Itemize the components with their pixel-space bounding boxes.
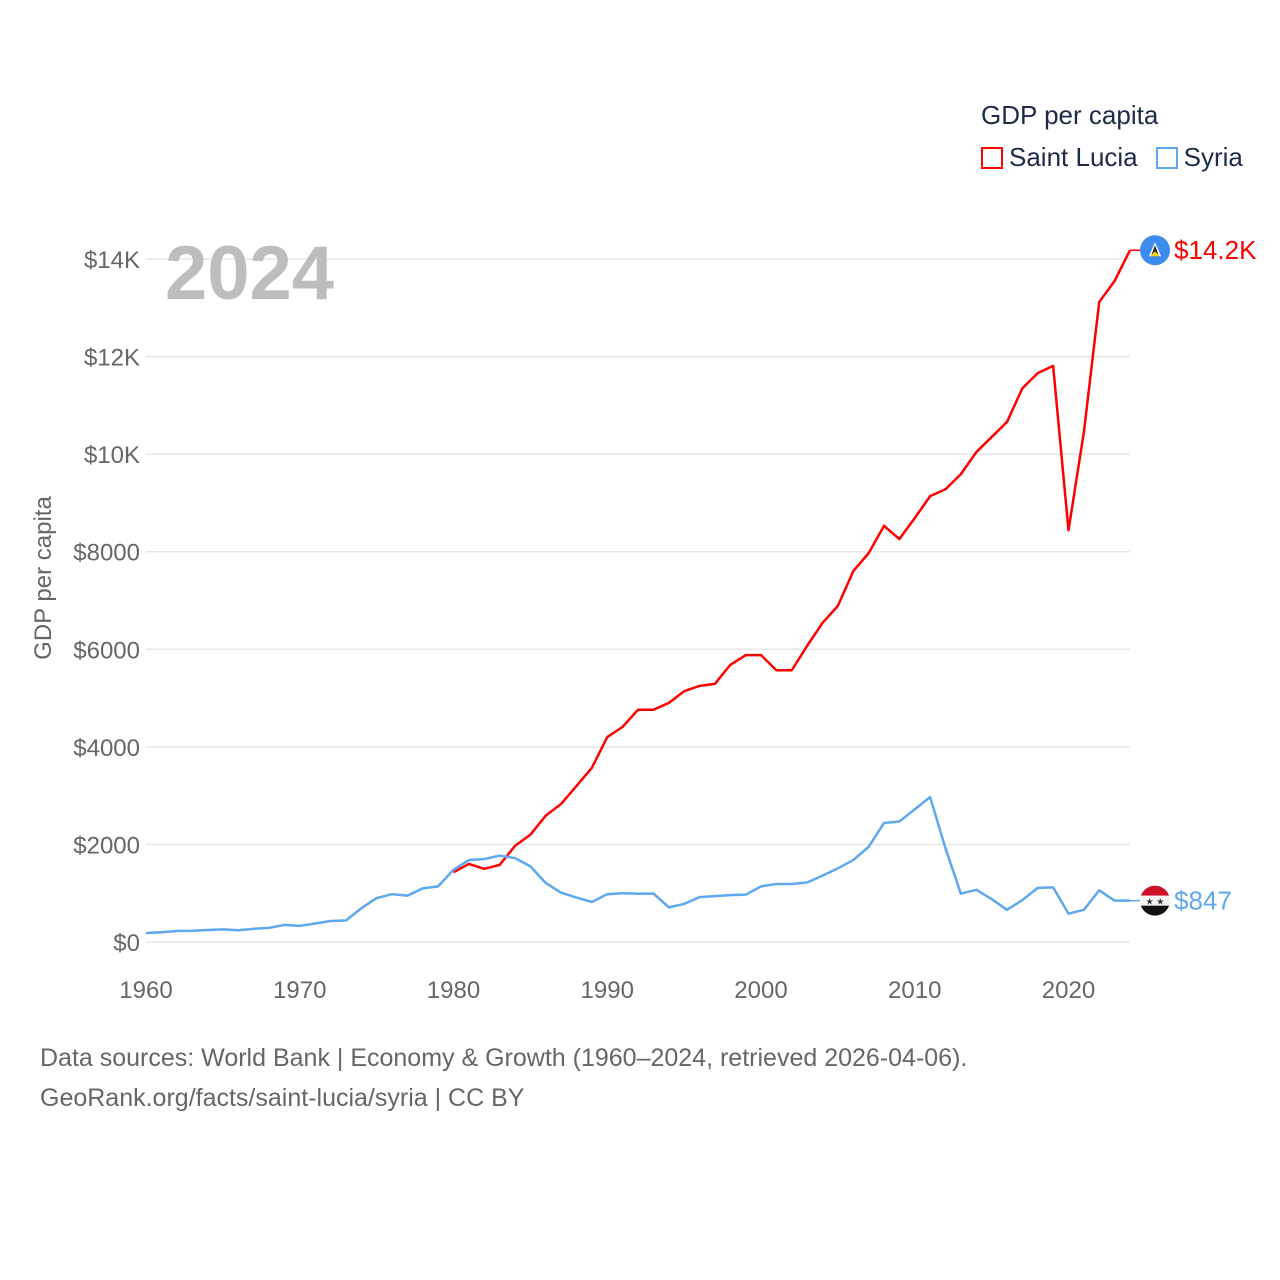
x-tick-label: 1960: [119, 977, 172, 1004]
x-tick-label: 1970: [273, 977, 326, 1004]
flag-stripe-black: [1140, 905, 1170, 916]
flag-stars: ★ ★: [1146, 897, 1165, 907]
legend-swatch: [981, 146, 1003, 169]
flag-stripe-red: [1140, 885, 1170, 896]
legend-swatch: [1155, 146, 1178, 169]
x-tick-label: 1990: [581, 977, 634, 1004]
y-tick-label: $12K: [84, 345, 140, 372]
flag-stripe-white: [1140, 895, 1170, 906]
x-tick-label: 2000: [734, 977, 787, 1004]
y-tick-label: $10K: [84, 442, 140, 469]
series-line-saint-lucia: [452, 249, 1132, 874]
y-tick-label: $2000: [73, 832, 140, 859]
footer-attribution: GeoRank.org/facts/saint-lucia/syria | CC…: [40, 1084, 525, 1112]
x-tick-label: 1980: [427, 977, 480, 1004]
x-tick-label: 2020: [1042, 977, 1095, 1004]
y-tick-label: $8000: [73, 540, 140, 567]
legend-label: Syria: [1183, 142, 1243, 172]
saint-lucia-flag-icon: [1140, 235, 1170, 266]
footer-sources: Data sources: World Bank | Economy & Gro…: [40, 1044, 968, 1072]
series-line-syria: [145, 795, 1130, 935]
legend-item-syria[interactable]: Syria: [1155, 142, 1243, 173]
legend-label: Saint Lucia: [1009, 142, 1138, 172]
y-axis-title: GDP per capita: [30, 496, 57, 660]
y-tick-label: $14K: [84, 247, 140, 274]
flag-triangle-yellow: [1150, 251, 1160, 257]
y-tick-label: $0: [113, 930, 140, 957]
syria-flag-icon: ★ ★: [1140, 885, 1170, 916]
legend: Saint Lucia Syria: [981, 142, 1243, 173]
legend-title: GDP per capita: [981, 100, 1159, 130]
flag-stripes: ★ ★: [1140, 885, 1170, 916]
x-tick-label: 2010: [888, 977, 941, 1004]
end-value-label: $847: [1174, 886, 1232, 916]
y-tick-label: $4000: [73, 735, 140, 762]
year-label: 2024: [165, 231, 335, 316]
end-value-label: $14.2K: [1174, 235, 1257, 265]
y-tick-label: $6000: [73, 637, 140, 664]
legend-item-saint-lucia[interactable]: Saint Lucia: [981, 142, 1138, 173]
